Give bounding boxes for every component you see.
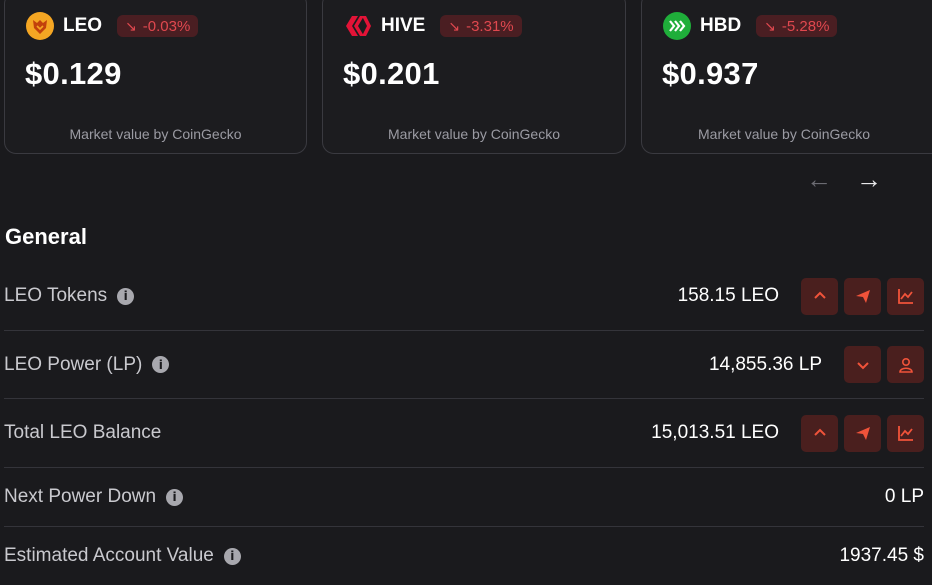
row-value: 14,855.36 LP — [708, 353, 822, 375]
row-label-text: Estimated Account Value — [4, 545, 214, 566]
price-change-badge: ↘ -3.31% — [440, 15, 522, 37]
carousel-prev-button[interactable]: ← — [806, 164, 832, 194]
price-source: Market value by CoinGecko — [388, 126, 560, 142]
row-actions — [838, 346, 924, 383]
card-header: HBD ↘ -5.28% — [662, 11, 838, 41]
general-row-leo-power: LEO Power (LP) i 14,855.36 LP — [4, 331, 924, 399]
coin-price: $0.201 — [343, 56, 440, 91]
row-value: 15,013.51 LEO — [651, 422, 779, 443]
send-button[interactable] — [844, 277, 881, 315]
trend-down-icon: ↘ — [448, 17, 461, 34]
coin-price: $0.129 — [25, 56, 122, 91]
send-icon — [855, 290, 870, 303]
price-change-value: -3.31% — [466, 17, 514, 35]
row-label-text: Total LEO Balance — [4, 422, 162, 443]
power-down-button[interactable] — [844, 346, 881, 383]
chart-icon — [897, 426, 913, 441]
row-label-text: Next Power Down — [4, 486, 157, 507]
coin-symbol: HBD — [700, 15, 742, 36]
price-card-hive[interactable]: HIVE ↘ -3.31% $0.201 Market value by Coi… — [322, 0, 626, 154]
card-header: HIVE ↘ -3.31% — [343, 11, 522, 41]
price-change-badge: ↘ -0.03% — [117, 15, 199, 37]
coin-price: $0.937 — [662, 56, 759, 91]
chevron-down-icon — [856, 361, 869, 369]
leo-lion-icon — [25, 11, 55, 41]
general-row-next-power-down: Next Power Down i 0 LP — [4, 468, 924, 527]
row-label-text: LEO Power (LP) — [4, 353, 143, 375]
row-label: LEO Tokens i — [4, 285, 135, 307]
info-icon[interactable]: i — [152, 356, 170, 373]
price-card-hbd[interactable]: HBD ↘ -5.28% $0.937 Market value by Coin… — [641, 0, 932, 154]
general-row-total-balance: Total LEO Balance 15,013.51 LEO — [4, 399, 924, 468]
row-label: Next Power Down i — [4, 486, 184, 508]
row-label: Total LEO Balance — [4, 422, 161, 444]
price-source: Market value by CoinGecko — [698, 126, 870, 142]
chart-button[interactable] — [887, 277, 924, 315]
hive-icon — [343, 11, 373, 41]
chart-icon — [897, 289, 913, 304]
info-icon[interactable]: i — [166, 488, 184, 506]
row-value: 158.15 LEO — [677, 285, 779, 306]
row-label: Estimated Account Value i — [4, 545, 241, 567]
price-source: Market value by CoinGecko — [69, 126, 242, 142]
trend-down-icon: ↘ — [125, 17, 137, 34]
coin-symbol: LEO — [63, 15, 103, 36]
info-icon[interactable]: i — [117, 287, 135, 305]
price-change-badge: ↘ -5.28% — [756, 15, 838, 37]
info-icon[interactable]: i — [223, 547, 241, 565]
row-value: 0 LP — [884, 486, 924, 507]
chevron-up-icon — [813, 291, 826, 299]
card-header: LEO ↘ -0.03% — [25, 11, 199, 41]
user-icon — [898, 357, 913, 373]
row-label: LEO Power (LP) i — [4, 353, 170, 376]
price-card-leo[interactable]: LEO ↘ -0.03% $0.129 Market value by Coin… — [4, 0, 307, 154]
power-up-button[interactable] — [801, 277, 838, 315]
section-title-general: General — [5, 224, 87, 249]
general-row-leo-tokens: LEO Tokens i 158.15 LEO — [4, 262, 924, 331]
price-change-value: -5.28% — [781, 17, 830, 35]
coin-symbol: HIVE — [381, 15, 426, 36]
row-label-text: LEO Tokens — [4, 285, 108, 306]
send-icon — [855, 427, 870, 440]
delegate-button[interactable] — [887, 346, 924, 383]
chevron-up-icon — [813, 428, 826, 436]
power-up-button[interactable] — [801, 414, 838, 452]
hbd-icon — [662, 11, 692, 41]
row-value: 1937.45 $ — [839, 545, 924, 566]
trend-down-icon: ↘ — [764, 17, 776, 34]
price-change-value: -0.03% — [142, 17, 191, 35]
row-actions — [795, 414, 924, 452]
row-actions — [795, 277, 924, 315]
chart-button[interactable] — [887, 414, 924, 452]
carousel-next-button[interactable]: → — [856, 164, 882, 194]
send-button[interactable] — [844, 414, 881, 452]
general-row-account-value: Estimated Account Value i 1937.45 $ — [4, 527, 924, 585]
